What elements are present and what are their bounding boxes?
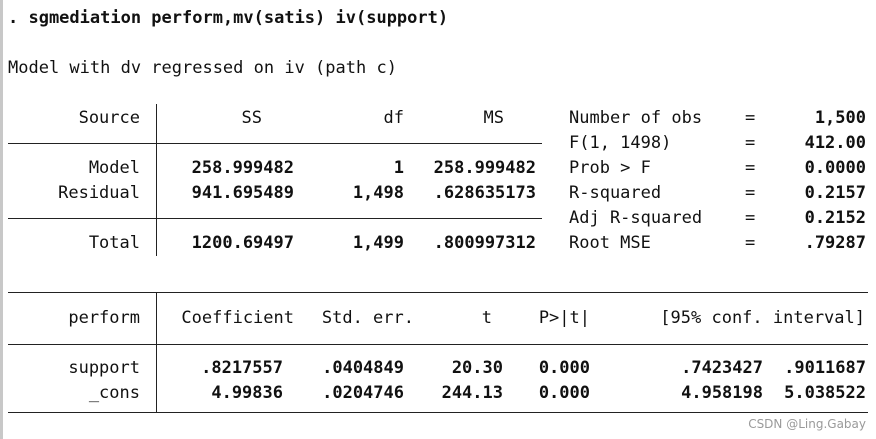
window-left-edge	[0, 0, 3, 439]
stat-value: .79287	[804, 233, 866, 253]
row-source: Total	[88, 233, 140, 253]
stat-value: 412.00	[804, 133, 866, 153]
stat-equals: =	[745, 158, 756, 178]
row-df: 1	[393, 158, 404, 178]
header-df: df	[383, 108, 404, 128]
coef-header-rule	[8, 344, 868, 345]
stat-value: 0.0000	[804, 158, 866, 178]
anova-header-rule	[8, 143, 542, 144]
row-source: Residual	[58, 183, 140, 203]
row-source: Model	[88, 158, 140, 178]
row-ss: 941.695489	[191, 183, 294, 203]
stat-value: 0.2152	[804, 208, 866, 228]
stat-label: Adj R-squared	[569, 208, 703, 228]
coef-bottom-rule	[8, 412, 868, 413]
stat-equals: =	[745, 208, 756, 228]
stat-equals: =	[745, 233, 756, 253]
stat-equals: =	[745, 108, 756, 128]
stat-equals: =	[745, 133, 756, 153]
header-source: Source	[78, 108, 140, 128]
header-ms: MS	[483, 108, 504, 128]
row-coef: .8217557	[201, 358, 283, 378]
header-t: t	[481, 308, 492, 328]
anova-total-rule	[8, 218, 542, 219]
row-t: 244.13	[441, 383, 503, 403]
watermark: CSDN @Ling.Gabay	[748, 417, 866, 431]
stat-equals: =	[745, 183, 756, 203]
header-conf-interval: [95% conf. interval]	[660, 308, 865, 328]
row-df: 1,499	[352, 233, 404, 253]
row-t: 20.30	[451, 358, 503, 378]
row-p: 0.000	[538, 383, 590, 403]
row-p: 0.000	[538, 358, 590, 378]
anova-vertical-rule	[156, 104, 157, 256]
stat-label: R-squared	[569, 183, 662, 203]
row-name: _cons	[88, 383, 140, 403]
row-name: support	[68, 358, 140, 378]
stat-value: 0.2157	[804, 183, 866, 203]
header-dependent: perform	[68, 308, 140, 328]
stat-label: Prob > F	[569, 158, 651, 178]
coef-top-rule	[8, 292, 868, 293]
stat-label: F(1, 1498)	[569, 133, 672, 153]
header-p: P>|t|	[538, 308, 590, 328]
row-df: 1,498	[352, 183, 404, 203]
row-ms: 258.999482	[433, 158, 536, 178]
row-se: .0204746	[322, 383, 404, 403]
row-ms: .800997312	[433, 233, 536, 253]
row-se: .0404849	[322, 358, 404, 378]
header-coefficient: Coefficient	[181, 308, 294, 328]
command-line: . sgmediation perform,mv(satis) iv(suppo…	[8, 8, 449, 28]
header-std-err: Std. err.	[321, 308, 414, 328]
model-title: Model with dv regressed on iv (path c)	[8, 58, 397, 78]
row-ci-high: 5.038522	[784, 383, 866, 403]
row-ci-low: 4.958198	[681, 383, 763, 403]
row-ms: .628635173	[433, 183, 536, 203]
row-ss: 1200.69497	[191, 233, 294, 253]
stat-value: 1,500	[814, 108, 866, 128]
row-ci-low: .7423427	[681, 358, 763, 378]
stat-label: Root MSE	[569, 233, 651, 253]
coef-vertical-rule	[156, 292, 157, 412]
row-ss: 258.999482	[191, 158, 294, 178]
row-ci-high: .9011687	[784, 358, 866, 378]
header-ss: SS	[241, 108, 262, 128]
row-coef: 4.99836	[211, 383, 283, 403]
stat-label: Number of obs	[569, 108, 703, 128]
